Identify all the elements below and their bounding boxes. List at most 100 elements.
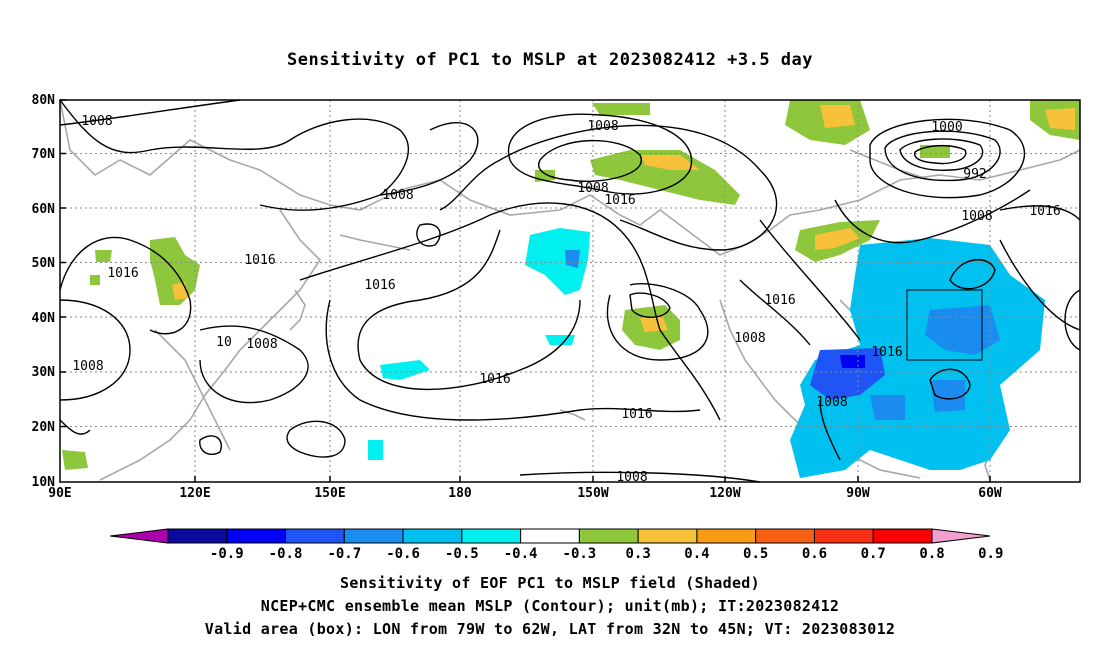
contour-labels: 1008 1008 1008 1008 1016 1016 1016 1016 … (72, 114, 1060, 485)
colorbar-tick-label: -0.3 (563, 546, 597, 562)
grid (60, 100, 1080, 482)
shade-aleut-blue (565, 250, 580, 268)
tick-marks (60, 99, 991, 482)
contour-label: 1008 (382, 188, 413, 203)
colorbar-swatch (637, 528, 698, 544)
colorbar-tick-label: -0.5 (445, 546, 479, 562)
contour-label: 10 (216, 335, 232, 350)
shade-midpac-cyan (380, 360, 430, 380)
lat-label: 50N (32, 256, 56, 271)
contour-label: 1016 (621, 407, 652, 422)
lon-label: 150E (314, 486, 345, 501)
caption-line-1: Sensitivity of EOF PC1 to MSLP field (Sh… (340, 574, 760, 592)
lon-label: 120E (179, 486, 210, 501)
shade-arctic-green (592, 103, 650, 115)
shade-pacific-yellow (640, 315, 668, 332)
contour-label: 1008 (816, 395, 847, 410)
colorbar-swatch (226, 528, 287, 544)
shade-midpac2-cyan (545, 335, 575, 345)
contour-label: 1016 (107, 266, 138, 281)
lon-label: 180 (448, 486, 472, 501)
contour-label: 1008 (81, 114, 112, 129)
colorbar-tick-label: 0.8 (919, 546, 944, 562)
shade-hawaii-cyan (368, 440, 383, 460)
colorbar-swatch (520, 528, 580, 544)
shade-alaska-yellow (640, 155, 700, 170)
map-frame (59, 99, 1081, 483)
contour-label: 1016 (764, 293, 795, 308)
colorbar-swatch (578, 528, 639, 544)
contour-label: 1008 (961, 209, 992, 224)
colorbar-tick-label: 0.4 (684, 546, 709, 562)
lon-label: 90W (846, 486, 870, 501)
colorbar-low-arrow (109, 528, 169, 544)
shade-atlantic-cyan (790, 238, 1045, 478)
contour-label: 1016 (364, 278, 395, 293)
contour-label: 1008 (587, 119, 618, 134)
sensitivity-map: 80N 70N 60N 50N 40N 30N 20N 10N 90E 120E… (32, 93, 1081, 562)
contour-label: 1016 (244, 253, 275, 268)
colorbar-swatch (872, 528, 933, 544)
colorbar-tick-label: -0.9 (210, 546, 244, 562)
colorbar-tick-label: -0.6 (386, 546, 420, 562)
colorbar-tick-label: 0.7 (861, 546, 886, 562)
colorbar-swatch (285, 528, 345, 544)
shade-alaska-green (590, 150, 740, 205)
lat-label: 30N (32, 365, 56, 380)
colorbar-swatch (696, 528, 757, 544)
chart-title: Sensitivity of PC1 to MSLP at 2023082412… (286, 50, 813, 70)
colorbar-swatch (402, 528, 463, 544)
colorbar-tick-label: 0.5 (743, 546, 768, 562)
contour-label: 992 (963, 167, 986, 182)
colorbar-tick-label: 0.6 (802, 546, 827, 562)
lat-label: 80N (32, 93, 56, 108)
lon-label: 90E (48, 486, 71, 501)
mslp-contours (59, 99, 1081, 483)
map-panel (59, 99, 1081, 483)
valid-area-box (906, 289, 983, 361)
lat-label: 10N (32, 475, 56, 490)
shade-aleut-cyan (525, 228, 590, 295)
lat-label: 70N (32, 147, 56, 162)
colorbar-high-arrow (931, 528, 991, 544)
shade-labrador-yellow (815, 228, 860, 250)
shade-sw-green (62, 450, 88, 470)
colorbar-tick-label: 0.3 (626, 546, 651, 562)
contour-label: 1016 (1029, 204, 1060, 219)
caption-line-2: NCEP+CMC ensemble mean MSLP (Contour); u… (260, 597, 840, 615)
contour-label: 1008 (72, 359, 103, 374)
colorbar-swatch (461, 528, 522, 544)
contour-label: 1016 (479, 372, 510, 387)
shade-greenland-yellow (820, 105, 855, 128)
lat-labels: 80N 70N 60N 50N 40N 30N 20N 10N (32, 93, 56, 490)
colorbar-tick-label: -0.8 (269, 546, 303, 562)
lon-label: 120W (709, 486, 740, 501)
contour-label: 1016 (604, 193, 635, 208)
colorbar: -0.9 -0.8 -0.7 -0.6 -0.5 -0.4 -0.3 0.3 0.4 0.5 0.6… (109, 528, 1003, 562)
contour-label: 1008 (577, 181, 608, 196)
colorbar-tick-label: -0.7 (327, 546, 361, 562)
colorbar-tick-label: -0.4 (504, 546, 538, 562)
shade-hudson-green (920, 145, 950, 158)
contour-label: 1016 (871, 345, 902, 360)
colorbar-swatch (167, 528, 228, 544)
colorbar-swatch (755, 528, 815, 544)
contour-label: 1008 (734, 331, 765, 346)
colorbar-tick-label: 0.9 (978, 546, 1003, 562)
shade-arctic-right-yellow (1045, 108, 1075, 130)
contour-label: 1008 (246, 337, 277, 352)
shade-gulf-deep (840, 355, 865, 368)
shade-cuba-blue (870, 395, 905, 420)
contour-label: 1008 (616, 470, 647, 485)
shade-gulf-blue (810, 348, 885, 400)
caption-line-3: Valid area (box): LON from 79W to 62W, L… (204, 620, 896, 638)
lon-label: 60W (978, 486, 1002, 501)
lon-label: 150W (577, 486, 608, 501)
shade-carib-blue (930, 380, 965, 412)
colorbar-swatch (343, 528, 404, 544)
colorbar-swatch (813, 528, 874, 544)
shade-china-west-green (90, 250, 112, 285)
lat-label: 20N (32, 420, 56, 435)
lat-label: 60N (32, 202, 56, 217)
contour-label: 1000 (931, 120, 962, 135)
